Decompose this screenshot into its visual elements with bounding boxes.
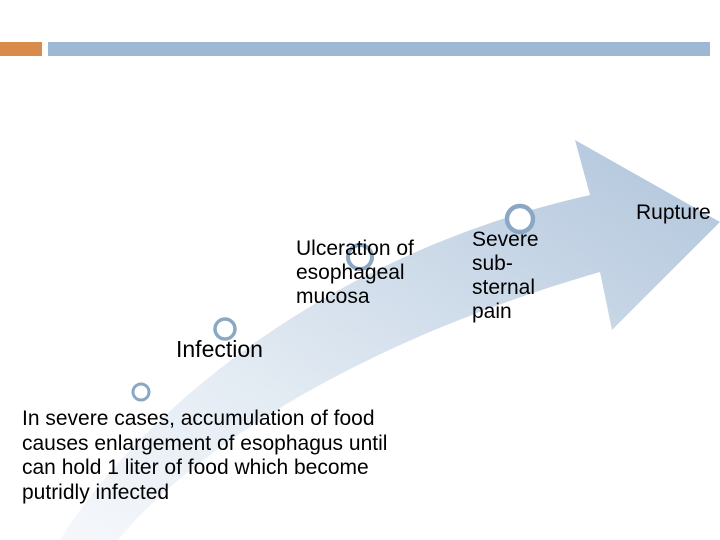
header-line bbox=[48, 42, 710, 56]
label-ulceration: Ulceration of esophageal mucosa bbox=[296, 237, 414, 309]
label-severe: Severe sub- sternal pain bbox=[472, 228, 539, 325]
label-rupture: Rupture bbox=[636, 201, 711, 225]
header-accent bbox=[0, 42, 42, 56]
label-infection: Infection bbox=[176, 336, 263, 362]
node-dot bbox=[133, 384, 149, 400]
footer-description: In severe cases, accumulation of food ca… bbox=[22, 407, 422, 506]
header-bar bbox=[0, 42, 720, 56]
